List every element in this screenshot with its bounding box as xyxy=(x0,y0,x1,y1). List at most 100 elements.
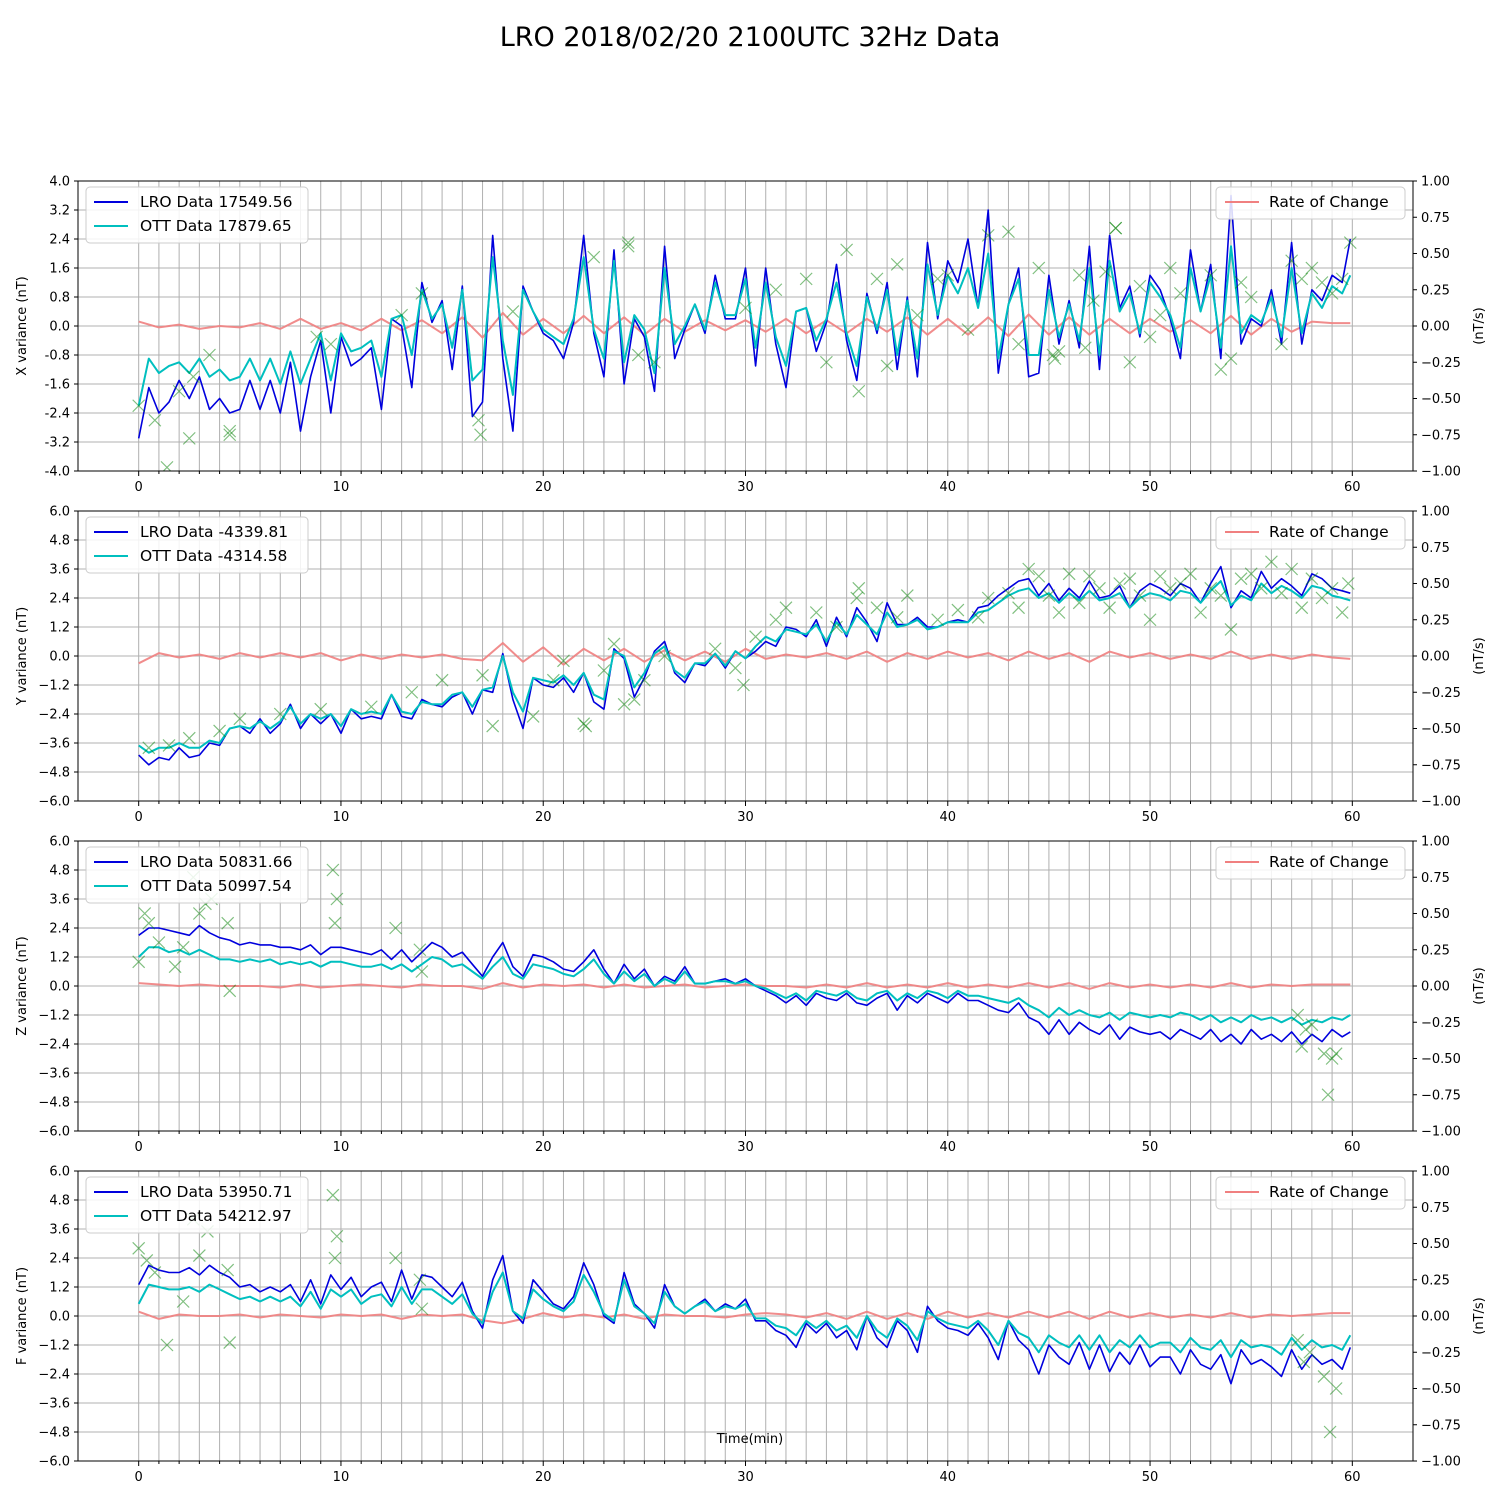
x-marker xyxy=(326,1188,340,1202)
chart-title: LRO 2018/02/20 2100UTC 32Hz Data xyxy=(499,22,1001,53)
x-marker xyxy=(769,283,783,297)
legend-box xyxy=(1215,1176,1406,1210)
legend-label-lro: LRO Data 53950.71 xyxy=(140,1183,292,1201)
x-marker xyxy=(840,243,854,257)
y-tick-label: 0.0 xyxy=(49,1310,70,1325)
x-tick-label: 30 xyxy=(737,810,754,825)
y-tick-label: 1.2 xyxy=(49,951,70,966)
y-tick-label: −6.0 xyxy=(38,1455,70,1470)
y-axis-label: F variance (nT) xyxy=(15,1267,30,1365)
y-tick-label: 2.4 xyxy=(49,922,70,937)
x-marker xyxy=(142,741,156,755)
x-marker xyxy=(389,921,402,935)
x-marker xyxy=(328,916,342,930)
x-marker xyxy=(314,702,328,716)
x-marker xyxy=(1295,1039,1309,1053)
x-marker xyxy=(1143,330,1157,344)
y2-tick-label: −0.75 xyxy=(1421,428,1461,443)
x-marker xyxy=(415,286,429,300)
x-marker xyxy=(1022,562,1036,576)
x-tick-label: 40 xyxy=(939,1470,956,1485)
x-marker xyxy=(1214,363,1228,376)
y2-tick-label: −0.75 xyxy=(1421,1418,1461,1433)
x-marker xyxy=(971,610,985,624)
y-tick-label: -0.8 xyxy=(45,349,70,364)
x-marker xyxy=(506,305,520,318)
y-tick-label: 4.8 xyxy=(49,1194,70,1209)
y-tick-label: 3.6 xyxy=(49,893,70,908)
x-marker xyxy=(631,348,645,362)
outlier-markers xyxy=(142,555,1355,755)
x-marker xyxy=(389,1251,402,1265)
x-marker xyxy=(607,637,621,651)
y-tick-label: 1.2 xyxy=(49,621,70,636)
y2-tick-label: 1.00 xyxy=(1421,835,1450,850)
x-marker xyxy=(1275,337,1288,351)
x-marker xyxy=(172,384,186,398)
legend-right: Rate of Change xyxy=(1215,1176,1406,1210)
y-tick-label: 3.2 xyxy=(49,204,70,219)
y-tick-label: −1.2 xyxy=(38,679,70,694)
y2-tick-label: 1.00 xyxy=(1421,1165,1450,1180)
y-tick-label: 2.4 xyxy=(49,233,70,248)
x-marker xyxy=(223,1336,237,1350)
y-tick-label: 6.0 xyxy=(49,835,70,850)
x-marker xyxy=(132,955,146,969)
x-marker xyxy=(819,355,833,369)
x-marker xyxy=(1093,581,1106,595)
x-tick-label: 60 xyxy=(1344,1140,1361,1155)
legend-label-lro: LRO Data 17549.56 xyxy=(140,193,292,211)
x-marker xyxy=(324,337,338,351)
legend-left: LRO Data -4339.81 OTT Data -4314.58 xyxy=(85,516,309,574)
x-marker xyxy=(799,272,813,286)
x-marker xyxy=(1072,596,1086,610)
y-tick-label: 2.4 xyxy=(49,592,70,607)
x-marker xyxy=(1062,567,1076,581)
x-marker xyxy=(1113,577,1127,590)
y-axis-label: Z variance (nT) xyxy=(15,936,30,1035)
y-tick-label: 1.6 xyxy=(49,262,70,277)
legend-label-rate: Rate of Change xyxy=(1269,1183,1389,1201)
y2-tick-label: 0.50 xyxy=(1421,247,1450,262)
x-tick-label: 60 xyxy=(1344,480,1361,495)
y2-ticks: −1.00 −0.75 −0.50 −0.25 0.00 0.25 0.50 0.75 1.00 xyxy=(1413,1165,1461,1470)
x-marker xyxy=(852,384,866,398)
y-tick-label: 0.0 xyxy=(49,320,70,335)
x-marker xyxy=(809,606,823,619)
x-marker xyxy=(176,1295,190,1308)
x-marker xyxy=(1194,606,1208,619)
y-tick-label: −2.4 xyxy=(38,708,70,723)
y2-tick-label: 0.25 xyxy=(1421,1273,1450,1288)
x-marker xyxy=(221,1263,235,1277)
x-marker xyxy=(1123,355,1137,369)
x-marker xyxy=(621,239,635,253)
y-axis-label: Y variance (nT) xyxy=(15,607,30,707)
x-marker xyxy=(658,649,672,663)
y2-tick-label: 0.75 xyxy=(1421,1201,1450,1216)
x-tick-label: 30 xyxy=(737,1140,754,1155)
y-tick-label: 3.6 xyxy=(49,1223,70,1238)
x-marker xyxy=(330,892,344,906)
x-tick-label: 50 xyxy=(1142,480,1159,495)
x-marker xyxy=(1325,286,1339,300)
y-tick-label: 3.6 xyxy=(49,563,70,578)
x-marker xyxy=(1133,589,1147,603)
x-tick-label: 20 xyxy=(535,810,552,825)
legend-label-rate: Rate of Change xyxy=(1269,193,1389,211)
legend-label-ott: OTT Data 54212.97 xyxy=(140,1207,292,1225)
x-marker xyxy=(330,1229,344,1243)
x-marker xyxy=(221,916,235,930)
x-marker xyxy=(1082,569,1096,583)
y2-tick-label: 0.25 xyxy=(1421,943,1450,958)
series-line-ott xyxy=(137,245,1352,407)
y-tick-label: −1.2 xyxy=(38,1009,70,1024)
x-marker xyxy=(364,700,378,714)
x-tick-label: 40 xyxy=(939,810,956,825)
panel-3: 0 10 20 30 40 50 60 −6.0 −4.8 −3.6 −2.4 −1.2 0.0 1.2 2… xyxy=(15,835,1487,1156)
x-marker xyxy=(168,960,182,974)
x-marker xyxy=(951,603,965,617)
x-marker xyxy=(1086,294,1100,308)
x-tick-label: 60 xyxy=(1344,810,1361,825)
y-tick-label: 2.4 xyxy=(49,1252,70,1267)
